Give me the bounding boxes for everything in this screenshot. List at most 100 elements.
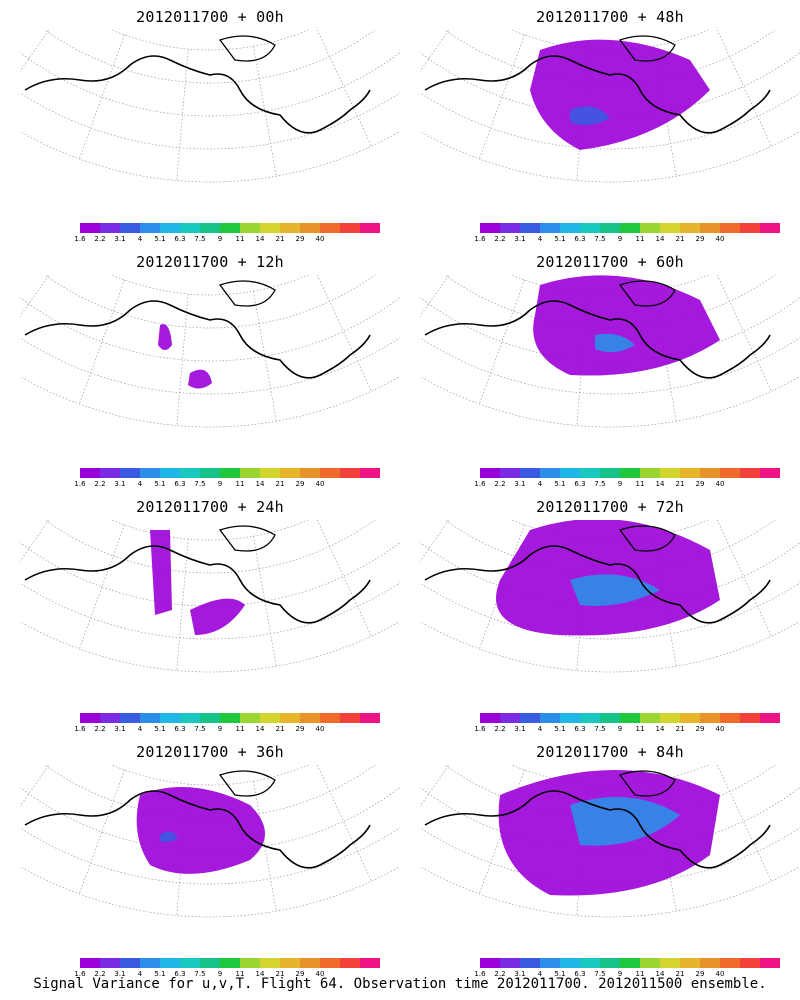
colorbar-swatch [620, 223, 640, 233]
colorbar-label: 11 [235, 970, 245, 978]
latitude-line [444, 765, 776, 819]
polar-map [420, 765, 800, 918]
colorbar-swatch [480, 958, 500, 968]
colorbar-swatch [580, 713, 600, 723]
colorbar-label: 40 [315, 725, 325, 733]
colorbar-swatch [480, 468, 500, 478]
colorbar-label: 21 [275, 970, 285, 978]
colorbar-swatch [480, 713, 500, 723]
latitude-line [20, 337, 400, 395]
colorbar-swatch [260, 713, 280, 723]
colorbar-swatch [340, 713, 360, 723]
colorbar-label: 21 [675, 970, 685, 978]
colorbar-swatch [740, 223, 760, 233]
colorbar-swatch [220, 223, 240, 233]
meridian-line [253, 46, 277, 177]
colorbar-swatch [320, 958, 340, 968]
colorbar-label: 1.6 [474, 235, 486, 243]
map-panel: 2012011700 + 72h 1.6 2.2 3.1 4 5.1 6.3 7.5 9 11 14… [420, 490, 800, 733]
panel-title: 2012011700 + 60h [536, 253, 684, 271]
colorbar-swatch [520, 468, 540, 478]
polar-map [20, 275, 400, 428]
variance-region [570, 106, 610, 126]
colorbar-swatch [620, 468, 640, 478]
colorbar-label: 9 [617, 235, 623, 243]
colorbar-label: 14 [255, 970, 265, 978]
colorbar-swatch [700, 713, 720, 723]
meridian-line [371, 765, 400, 828]
colorbar-swatch [100, 958, 120, 968]
latitude-line [420, 865, 800, 918]
colorbar-label: 14 [655, 235, 665, 243]
colorbar-label: 4 [137, 480, 143, 488]
meridian-line [420, 520, 450, 562]
colorbar-swatch [200, 958, 220, 968]
latitude-line [20, 130, 400, 183]
colorbar: 1.6 2.2 3.1 4 5.1 6.3 7.5 9 11 14 21 29 40 [74, 713, 380, 735]
colorbar-label: 1.6 [474, 970, 486, 978]
colorbar-swatch [320, 223, 340, 233]
colorbar-swatch [280, 713, 300, 723]
coastline [424, 300, 771, 379]
colorbar-label: 3.1 [514, 480, 526, 488]
colorbar-label: 14 [255, 725, 265, 733]
latitude-line [420, 620, 800, 673]
colorbar-swatch [80, 958, 100, 968]
polar-map [420, 275, 800, 428]
colorbar-label: 21 [675, 235, 685, 243]
colorbar: 1.6 2.2 3.1 4 5.1 6.3 7.5 9 11 14 21 29 40 [74, 958, 380, 980]
colorbar-label: 3.1 [114, 235, 126, 243]
meridian-line [316, 30, 372, 147]
colorbar-label: 6.3 [174, 970, 186, 978]
colorbar-label: 40 [715, 725, 725, 733]
meridian-line [771, 30, 800, 93]
latitude-line [44, 30, 376, 84]
colorbar-swatch [520, 958, 540, 968]
polar-map [420, 520, 800, 673]
panel-title: 2012011700 + 00h [136, 8, 284, 26]
colorbar-swatch [560, 713, 580, 723]
colorbar-label: 5.1 [154, 235, 166, 243]
colorbar-swatch [660, 958, 680, 968]
map-panel: 2012011700 + 00h 1.6 2.2 3.1 4 5.1 6.3 7.5 9 11 14… [20, 0, 400, 243]
colorbar-swatch [720, 958, 740, 968]
meridian-line [176, 49, 189, 181]
map-panel: 2012011700 + 84h 1.6 2.2 3.1 4 5.1 6.3 7.5 9 11 14… [420, 735, 800, 978]
colorbar-swatch [340, 958, 360, 968]
colorbar-swatch [280, 958, 300, 968]
meridian-line [79, 279, 125, 405]
colorbar-label: 11 [635, 970, 645, 978]
arctic-islands [218, 35, 276, 62]
colorbar-label: 21 [275, 725, 285, 733]
colorbar-label: 7.5 [594, 235, 606, 243]
latitude-line [20, 582, 400, 640]
colorbar-swatch [180, 713, 200, 723]
colorbar-swatch [280, 223, 300, 233]
colorbar-swatch [160, 223, 180, 233]
colorbar-swatch [320, 468, 340, 478]
colorbar-label: 1.6 [474, 725, 486, 733]
meridian-line [79, 34, 125, 160]
latitude-line [444, 520, 776, 574]
map-panel: 2012011700 + 36h 1.6 2.2 3.1 4 5.1 6.3 7.5 9 11 14… [20, 735, 400, 978]
colorbar-label: 5.1 [154, 970, 166, 978]
colorbar-label: 14 [655, 725, 665, 733]
coastline [24, 790, 371, 869]
colorbar-label: 5.1 [554, 970, 566, 978]
meridian-line [176, 539, 189, 671]
colorbar-swatch [520, 713, 540, 723]
map-panel: 2012011700 + 48h 1.6 2.2 3.1 4 5.1 6.3 7.5 9 11 14… [420, 0, 800, 243]
colorbar-swatch [620, 958, 640, 968]
colorbar-label: 4 [537, 725, 543, 733]
polar-map [20, 520, 400, 673]
colorbar-swatch [620, 713, 640, 723]
colorbar: 1.6 2.2 3.1 4 5.1 6.3 7.5 9 11 14 21 29 40 [474, 958, 780, 980]
colorbar-label: 40 [715, 480, 725, 488]
map-panel: 2012011700 + 60h 1.6 2.2 3.1 4 5.1 6.3 7.5 9 11 14… [420, 245, 800, 488]
variance-region [188, 369, 212, 389]
variance-region [136, 787, 265, 874]
colorbar-swatch [340, 468, 360, 478]
colorbar-label: 14 [255, 480, 265, 488]
latitude-line [420, 827, 800, 885]
colorbar-label: 11 [635, 480, 645, 488]
